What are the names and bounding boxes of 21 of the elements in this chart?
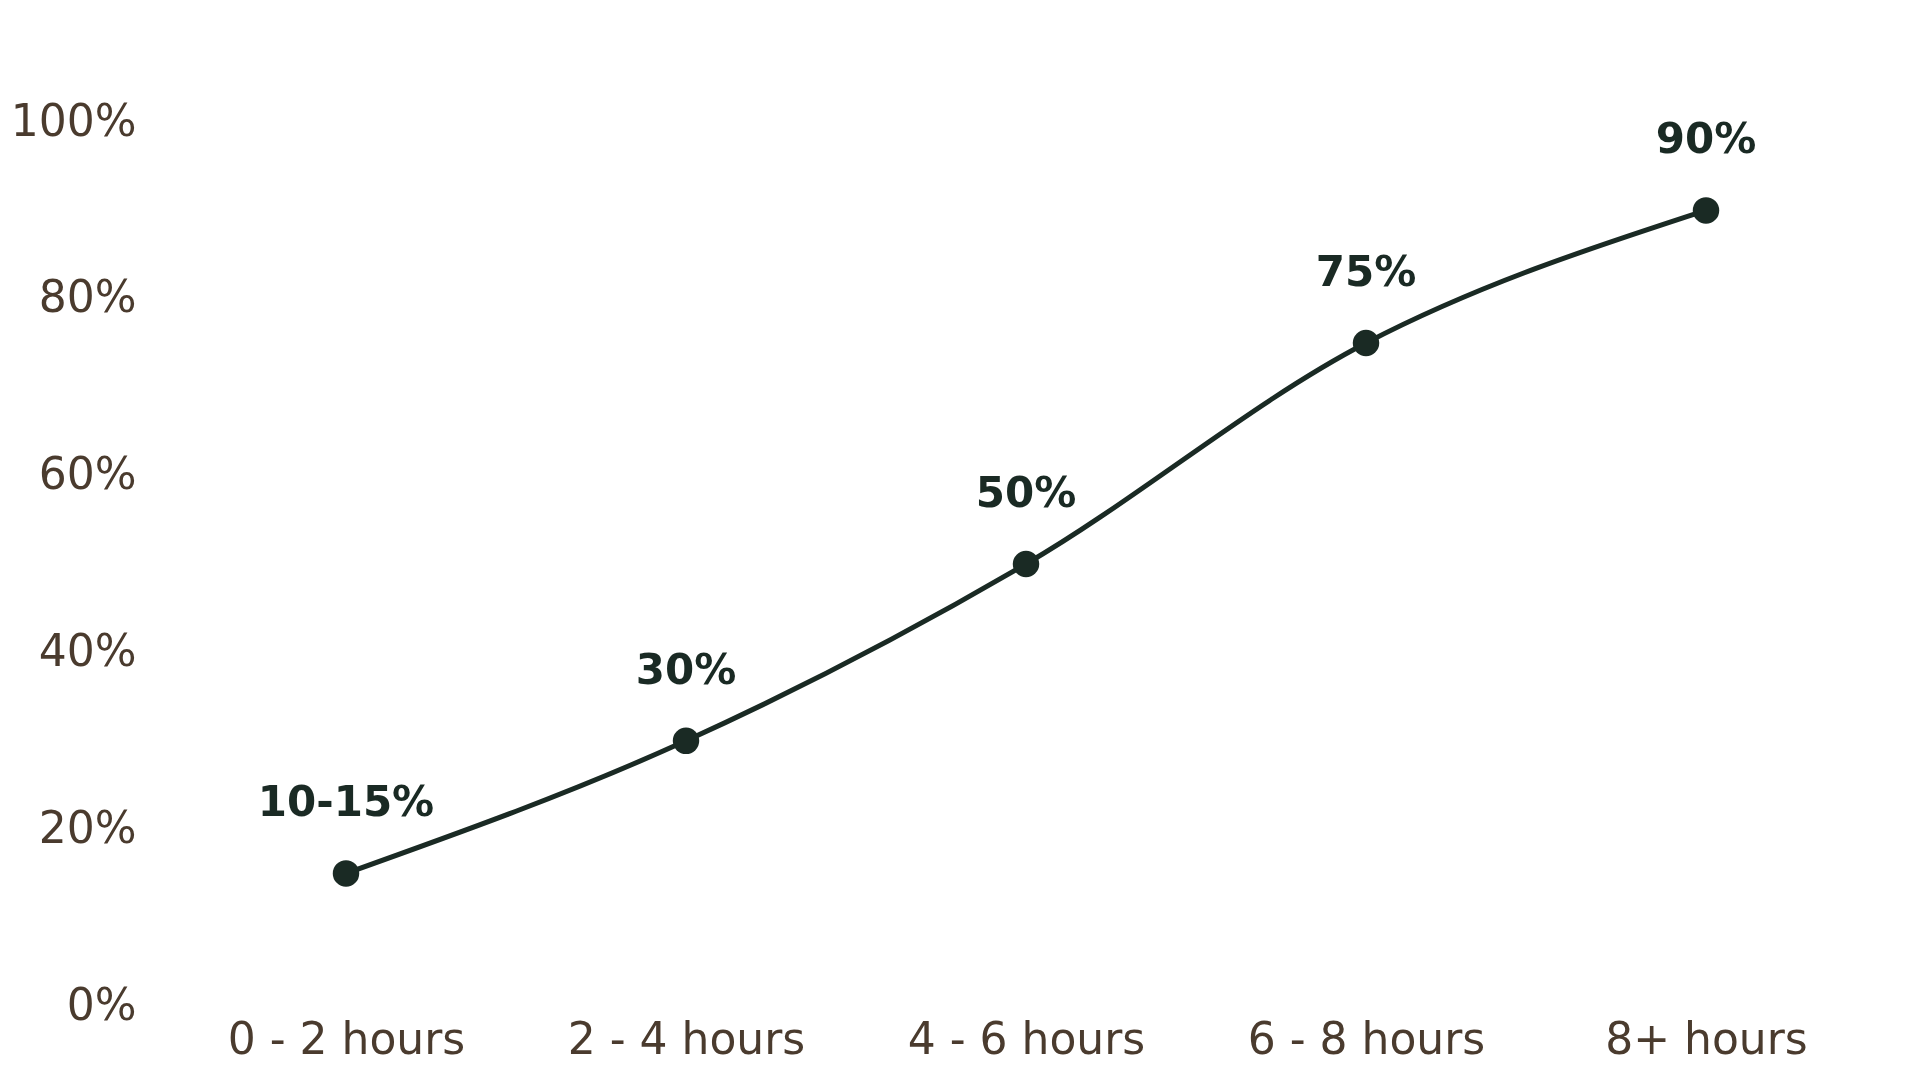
y-tick-label: 60% [38, 448, 137, 500]
y-tick-label: 0% [66, 978, 137, 1030]
x-tick-label: 8+ hours [1605, 1012, 1808, 1064]
x-tick-label: 6 - 8 hours [1247, 1012, 1486, 1064]
y-tick-label: 100% [10, 94, 137, 146]
data-label: 90% [1655, 114, 1757, 164]
annotation: 10-15% [257, 777, 435, 827]
y-tick-label: 40% [38, 624, 137, 676]
data-label: 30% [635, 644, 737, 694]
point [1012, 550, 1040, 578]
point [1352, 329, 1380, 357]
y-tick-label: 80% [38, 271, 137, 323]
data-label: 50% [975, 468, 1077, 517]
point [672, 727, 700, 754]
x-tick-label: 2 - 4 hours [567, 1012, 806, 1064]
x-tick-label: 4 - 6 hours [907, 1012, 1146, 1064]
point [332, 860, 360, 887]
point [1692, 197, 1720, 224]
data-label: 75% [1315, 247, 1417, 296]
x-tick-label: 0 - 2 hours [227, 1012, 466, 1064]
y-tick-label: 20% [38, 801, 137, 853]
